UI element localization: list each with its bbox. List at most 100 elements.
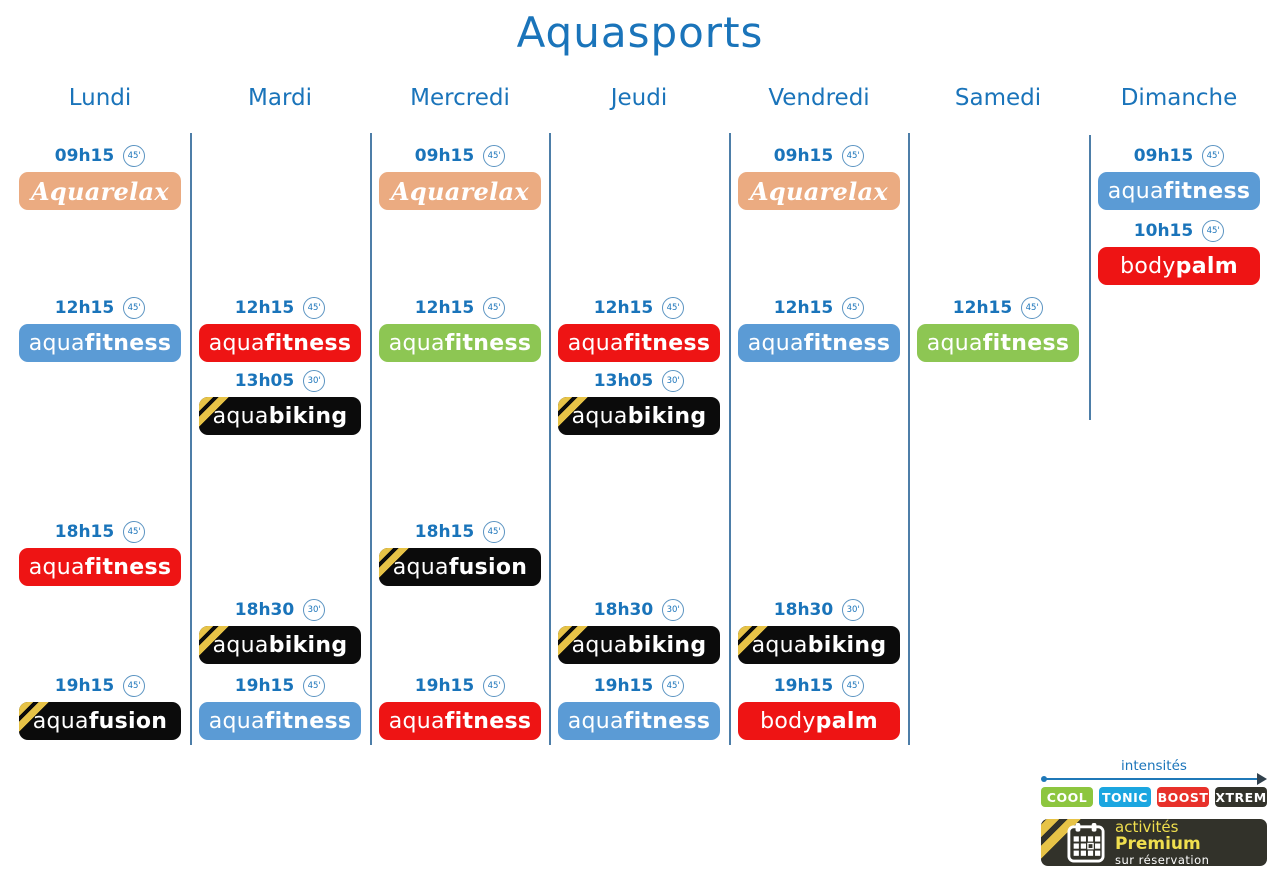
duration-badge: 45' <box>662 297 685 319</box>
class-slot: 10h15 45' body palm <box>1089 220 1269 285</box>
slot-time: 13h05 <box>593 371 654 391</box>
day-header: Lundi <box>68 85 132 111</box>
slot-time-row: 18h30 30' <box>190 599 370 621</box>
class-slot: 12h15 45' aqua fitness <box>370 297 550 362</box>
column-divider <box>190 133 192 745</box>
class-name: aqua <box>212 403 269 429</box>
class-name-suffix: fitness <box>623 330 711 356</box>
slot-time: 12h15 <box>773 298 834 318</box>
duration-badge: 30' <box>842 599 865 621</box>
class-slot: 18h30 30' aqua biking <box>549 599 729 664</box>
class-name: aqua <box>28 554 85 580</box>
column-divider <box>729 133 731 745</box>
slot-time-row: 19h15 45' <box>370 675 550 697</box>
class-name: aqua <box>392 554 449 580</box>
day-column-jeudi: Jeudi 12h15 45' aqua fitness 13h05 30' aq… <box>549 0 729 780</box>
duration-badge: 45' <box>123 145 146 167</box>
class-card-aquafitness: aqua fitness <box>19 324 181 362</box>
slot-time-row: 19h15 45' <box>10 675 190 697</box>
class-name-suffix: biking <box>807 632 887 658</box>
class-name-suffix: palm <box>815 708 878 734</box>
slot-time-row: 12h15 45' <box>729 297 909 319</box>
intensity-levels: COOL TONIC BOOST XTREM <box>1041 787 1267 807</box>
premium-title-regular: activités <box>1115 819 1179 836</box>
slot-time: 19h15 <box>234 676 295 696</box>
class-card-aquafitness: aqua fitness <box>558 702 720 740</box>
class-name: aqua <box>388 330 445 356</box>
premium-subtitle: sur réservation <box>1115 852 1210 866</box>
day-column-dimanche: Dimanche 09h15 45' aqua fitness 10h15 45'… <box>1089 0 1269 780</box>
class-card-aquafitness: aqua fitness <box>1098 172 1260 210</box>
legend: intensités COOL TONIC BOOST XTREM <box>1041 758 1267 866</box>
slot-time: 12h15 <box>593 298 654 318</box>
day-header: Mercredi <box>410 85 510 111</box>
class-name: aqua <box>747 330 804 356</box>
slot-time: 18h15 <box>414 522 475 542</box>
duration-badge: 45' <box>303 675 326 697</box>
class-name-suffix: palm <box>1175 253 1238 279</box>
slot-time-row: 19h15 45' <box>549 675 729 697</box>
duration-badge: 45' <box>123 521 146 543</box>
duration-badge: 45' <box>842 297 865 319</box>
duration-badge: 30' <box>303 599 326 621</box>
duration-badge: 45' <box>123 675 146 697</box>
slot-time: 18h15 <box>54 522 115 542</box>
slot-time-row: 13h05 30' <box>549 370 729 392</box>
slot-time: 12h15 <box>234 298 295 318</box>
class-name: aqua <box>567 330 624 356</box>
class-card-aquafitness: aqua fitness <box>19 548 181 586</box>
class-name-suffix: fitness <box>623 708 711 734</box>
day-header: Mardi <box>248 85 312 111</box>
class-card-aquabiking-premium: aqua biking <box>738 626 900 664</box>
class-card-aquabiking-premium: aqua biking <box>199 397 361 435</box>
column-divider <box>370 133 372 745</box>
class-name: aqua <box>28 330 85 356</box>
class-slot: 19h15 45' aqua fitness <box>190 675 370 740</box>
slot-time-row: 18h15 45' <box>10 521 190 543</box>
intensity-badge-boost: BOOST <box>1157 787 1209 807</box>
slot-time-row: 09h15 45' <box>729 145 909 167</box>
class-name: aqua <box>32 708 89 734</box>
duration-badge: 45' <box>483 145 506 167</box>
column-divider <box>908 133 910 745</box>
class-name: aqua <box>926 330 983 356</box>
premium-text: activités Premium sur réservation <box>1115 819 1259 866</box>
duration-badge: 45' <box>1202 145 1225 167</box>
class-slot: 19h15 45' aqua fusion <box>10 675 190 740</box>
class-name-suffix: biking <box>268 632 348 658</box>
class-slot: 09h15 45' aqua fitness <box>1089 145 1269 210</box>
intensity-arrow-icon <box>1041 773 1267 785</box>
premium-title-bold: Premium <box>1115 834 1201 855</box>
duration-badge: 45' <box>483 521 506 543</box>
slot-time-row: 12h15 45' <box>10 297 190 319</box>
day-header: Samedi <box>954 85 1042 111</box>
class-card-aquafitness: aqua fitness <box>379 324 541 362</box>
class-name: body <box>760 708 816 734</box>
slot-time-row: 18h30 30' <box>549 599 729 621</box>
premium-legend-box: activités Premium sur réservation <box>1041 819 1267 866</box>
duration-badge: 30' <box>662 599 685 621</box>
slot-time: 09h15 <box>414 146 475 166</box>
class-name: aqua <box>571 632 628 658</box>
class-name-suffix: fitness <box>84 330 172 356</box>
slot-time: 09h15 <box>1133 146 1194 166</box>
day-column-mercredi: Mercredi 09h15 45' Aquarelax 12h15 45' a… <box>370 0 550 780</box>
class-card-bodypalm: body palm <box>1098 247 1260 285</box>
slot-time-row: 18h30 30' <box>729 599 909 621</box>
class-card-aquarelax: Aquarelax <box>379 172 541 210</box>
slot-time: 18h30 <box>234 600 295 620</box>
slot-time: 12h15 <box>414 298 475 318</box>
class-slot: 18h15 45' aqua fusion <box>370 521 550 586</box>
class-slot: 19h15 45' aqua fitness <box>549 675 729 740</box>
duration-badge: 45' <box>842 675 865 697</box>
intensity-badge-tonic: TONIC <box>1099 787 1151 807</box>
class-card-aquafusion-premium: aqua fusion <box>379 548 541 586</box>
slot-time-row: 10h15 45' <box>1089 220 1269 242</box>
intensity-badge-cool: COOL <box>1041 787 1093 807</box>
class-name-suffix: fusion <box>88 708 168 734</box>
class-name-suffix: biking <box>627 632 707 658</box>
duration-badge: 45' <box>123 297 146 319</box>
class-card-aquafitness: aqua fitness <box>199 702 361 740</box>
class-slot: 12h15 45' aqua fitness <box>908 297 1088 362</box>
duration-badge: 45' <box>303 297 326 319</box>
